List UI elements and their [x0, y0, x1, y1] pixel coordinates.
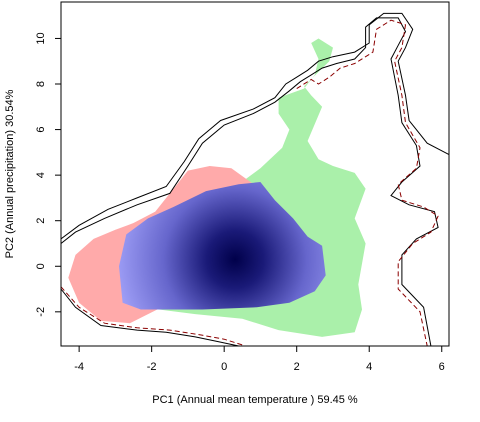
x-axis-title: PC1 (Annual mean temperature ) 59.45 % — [152, 394, 358, 406]
y-tick-label: 6 — [35, 127, 47, 133]
y-tick-label: 0 — [35, 263, 47, 269]
x-tick-label: 4 — [366, 361, 372, 373]
species-2-envelope — [61, 17, 439, 346]
density-fill-layer — [68, 38, 366, 337]
species-2-lower-envelope — [61, 288, 239, 346]
overlap-density-region — [119, 182, 326, 310]
y-tick-label: 8 — [35, 81, 47, 87]
x-axis: -4 -2 0 2 4 6 — [74, 346, 445, 373]
x-tick-label: 0 — [221, 361, 227, 373]
plot-frame — [60, 1, 450, 347]
x-tick-label: 6 — [439, 361, 445, 373]
y-tick-label: 4 — [35, 172, 47, 178]
y-axis: -2 0 2 4 6 8 10 — [35, 32, 61, 317]
species-1-envelope-dashed — [296, 19, 439, 346]
x-tick-label: -2 — [147, 361, 157, 373]
y-tick-label: 2 — [35, 218, 47, 224]
species-1-lower-envelope-dashed — [61, 286, 243, 346]
y-axis-title: PC2 (Annual precipitation) 30.54% — [4, 89, 16, 258]
y-tick-label: -2 — [35, 307, 47, 317]
envelope-line-layer — [61, 12, 449, 346]
y-tick-label: 10 — [35, 32, 47, 44]
x-tick-label: 2 — [294, 361, 300, 373]
x-tick-label: -4 — [74, 361, 84, 373]
species-1-envelope-outer — [61, 12, 449, 240]
